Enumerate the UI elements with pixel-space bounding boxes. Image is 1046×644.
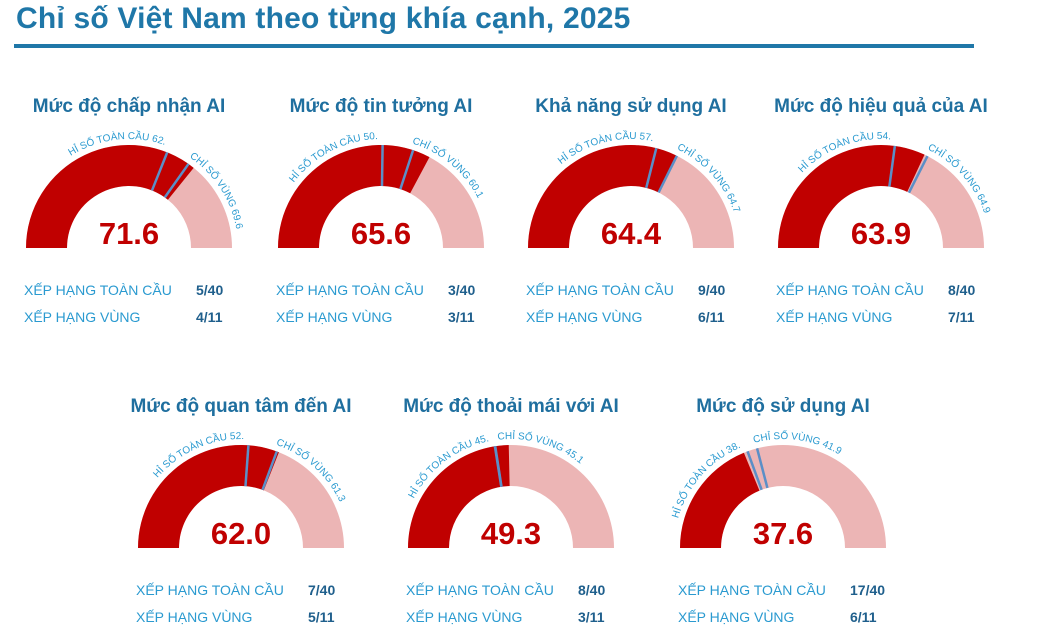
regional-index-marker (657, 155, 679, 194)
gauge-value-arc (138, 444, 279, 548)
gauge-value-arc (680, 452, 760, 548)
rank-label: XẾP HẠNG TOÀN CẦU (406, 582, 554, 598)
title-underline (14, 44, 974, 48)
gauge-title: Mức độ thoải mái với AI (403, 396, 619, 417)
rank-label: XẾP HẠNG TOÀN CẦU (526, 282, 674, 298)
gauge-value-arc (778, 145, 925, 248)
rank-value: 6/11 (698, 309, 725, 325)
rank-value: 8/40 (948, 282, 976, 298)
global-index-marker (244, 445, 250, 487)
gauge-panel: Mức độ hiệu quả của AI CHỈ SỐ TOÀN CẦU 54… (752, 96, 1006, 336)
rank-value: 3/11 (578, 609, 605, 625)
gauge-panel: Khả năng sử dụng AI CHỈ SỐ TOÀN CẦU 57.9 C… (502, 96, 756, 336)
gauge-value: 49.3 (481, 516, 541, 551)
gauge-panel: Mức độ thoải mái với AI CHỈ SỐ TOÀN CẦU 4… (382, 396, 636, 636)
rank-label: XẾP HẠNG TOÀN CẦU (24, 282, 172, 298)
rank-label: XẾP HẠNG TOÀN CẦU (776, 282, 924, 298)
rank-label: XẾP HẠNG VÙNG (406, 609, 523, 625)
gauge-panel: Mức độ sử dụng AI CHỈ SỐ TOÀN CẦU 38.8 CHỈ… (654, 396, 908, 636)
gauge-value-arc (528, 145, 677, 248)
rank-value: 6/11 (850, 609, 877, 625)
gauge-panel: Mức độ tin tưởng AI CHỈ SỐ TOÀN CẦU 50.5 C… (252, 96, 506, 336)
rank-label: XẾP HẠNG VÙNG (276, 309, 393, 325)
rank-label: XẾP HẠNG TOÀN CẦU (678, 582, 826, 598)
rank-value: 3/11 (448, 309, 475, 325)
page-title: Chỉ số Việt Nam theo từng khía cạnh, 202… (16, 2, 631, 35)
gauge-panel: Mức độ chấp nhận AI CHỈ SỐ TOÀN CẦU 62.1 C… (0, 96, 254, 336)
rank-label: XẾP HẠNG VÙNG (24, 309, 141, 325)
gauge-value: 62.0 (211, 516, 271, 551)
global-index-marker (645, 147, 658, 189)
rank-value: 5/40 (196, 282, 224, 298)
regional-index-marker (493, 446, 503, 487)
regional-index-marker (399, 149, 415, 190)
rank-value: 5/11 (308, 609, 335, 625)
rank-label: XẾP HẠNG VÙNG (136, 609, 253, 625)
global-index-marker (380, 144, 384, 187)
rank-label: XẾP HẠNG VÙNG (526, 309, 643, 325)
rank-value: 8/40 (578, 582, 606, 598)
gauge-title: Mức độ sử dụng AI (696, 396, 870, 417)
rank-label: XẾP HẠNG TOÀN CẦU (276, 282, 424, 298)
regional-index-marker (907, 155, 929, 194)
rank-value: 4/11 (196, 309, 223, 325)
gauge-value-arc (278, 144, 430, 248)
global-index-marker (150, 151, 169, 191)
gauge-value: 63.9 (851, 216, 911, 251)
gauge-value-arc (26, 145, 194, 248)
gauge-title: Mức độ hiệu quả của AI (774, 96, 988, 117)
gauge-panel: Mức độ quan tâm đến AI CHỈ SỐ TOÀN CẦU 52… (112, 396, 366, 636)
global-index-marker (888, 145, 897, 187)
gauge-value-arc (408, 445, 510, 548)
gauge-title: Mức độ quan tâm đến AI (130, 396, 352, 417)
gauge-value: 64.4 (601, 216, 662, 251)
rank-value: 7/11 (948, 309, 975, 325)
rank-value: 17/40 (850, 582, 886, 598)
rank-label: XẾP HẠNG VÙNG (776, 309, 893, 325)
gauge-title: Mức độ tin tưởng AI (289, 96, 473, 117)
rank-value: 9/40 (698, 282, 726, 298)
gauge-value: 65.6 (351, 216, 411, 251)
rank-value: 3/40 (448, 282, 476, 298)
global-index-marker (746, 450, 763, 491)
gauge-value: 71.6 (99, 216, 159, 251)
gauge-value: 37.6 (753, 516, 813, 551)
rank-label: XẾP HẠNG TOÀN CẦU (136, 582, 284, 598)
regional-index-marker (261, 450, 278, 491)
regional-index-marker (163, 163, 190, 199)
gauge-title: Khả năng sử dụng AI (535, 96, 727, 117)
rank-value: 7/40 (308, 582, 336, 598)
rank-label: XẾP HẠNG VÙNG (678, 609, 795, 625)
regional-index-marker (755, 448, 769, 489)
gauge-title: Mức độ chấp nhận AI (32, 96, 226, 117)
